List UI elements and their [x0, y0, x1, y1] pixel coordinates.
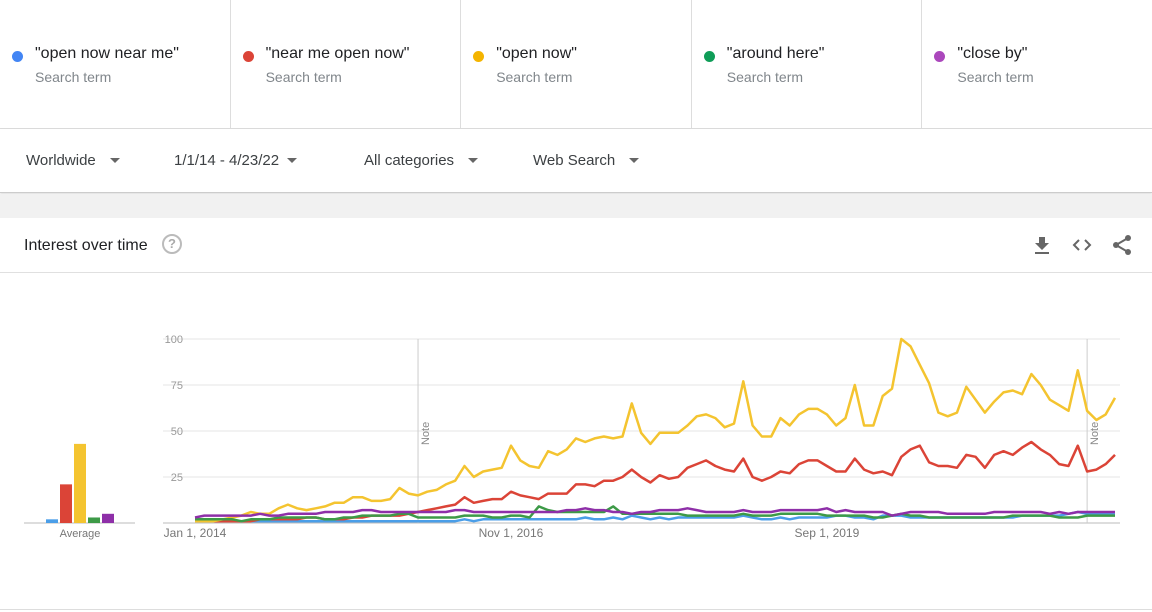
x-tick-label: Nov 1, 2016 — [479, 526, 544, 540]
average-label: Average — [60, 528, 101, 540]
caret-down-icon — [629, 158, 640, 163]
series-color-dot — [934, 51, 946, 62]
y-tick-label: 50 — [171, 426, 183, 438]
term-card-near-me-open-now[interactable]: "near me open now" Search term — [229, 0, 462, 128]
y-tick-label: 100 — [165, 334, 183, 346]
note-label: Note — [420, 422, 432, 445]
search-property-dropdown[interactable]: Web Search — [533, 152, 640, 169]
note-label: Note — [1089, 422, 1101, 445]
filter-bar: Worldwide 1/1/14 - 4/23/22 All categorie… — [0, 129, 1152, 193]
term-name: "open now" — [496, 45, 577, 62]
y-tick-label: 75 — [171, 380, 183, 392]
average-bar — [60, 484, 72, 523]
term-name: "near me open now" — [265, 45, 410, 62]
y-tick-label: 25 — [171, 472, 183, 484]
category-dropdown[interactable]: All categories — [364, 152, 479, 169]
interest-over-time-chart[interactable]: 100 75 50 25 Note Note Jan 1, 2014 Nov 1, 2016 S… — [0, 273, 1152, 609]
term-type: Search term — [957, 69, 1034, 85]
term-type: Search term — [265, 69, 342, 85]
category-label: All categories — [364, 152, 455, 169]
series-line-2 — [195, 337, 1117, 523]
term-card-close-by[interactable]: "close by" Search term — [921, 0, 1152, 128]
divider — [0, 609, 1152, 610]
term-card-open-now-near-me[interactable]: "open now near me" Search term — [0, 0, 231, 128]
date-range-dropdown[interactable]: 1/1/14 - 4/23/22 — [174, 152, 298, 169]
term-type: Search term — [35, 69, 112, 85]
average-bar — [46, 519, 58, 523]
series-color-dot — [242, 51, 254, 62]
caret-down-icon — [468, 158, 479, 163]
series-line-3 — [195, 505, 1115, 523]
term-name: "close by" — [957, 45, 1028, 62]
term-type: Search term — [496, 69, 573, 85]
region-label: Worldwide — [26, 152, 96, 169]
date-range-label: 1/1/14 - 4/23/22 — [174, 152, 280, 169]
help-icon[interactable]: ? — [162, 234, 182, 254]
average-bar — [88, 517, 100, 523]
term-name: "around here" — [726, 45, 825, 62]
average-bar — [74, 443, 86, 523]
caret-down-icon — [109, 158, 120, 163]
embed-icon[interactable] — [1071, 234, 1093, 256]
section-gap — [0, 194, 1152, 218]
caret-down-icon — [287, 158, 298, 163]
card-title: Interest over time — [24, 237, 148, 254]
search-terms-bar: "open now near me" Search term "near me o… — [0, 0, 1152, 129]
average-bar — [102, 513, 114, 523]
search-property-label: Web Search — [533, 152, 616, 169]
x-tick-label: Jan 1, 2014 — [164, 526, 227, 540]
interest-over-time-header: Interest over time ? — [0, 218, 1152, 273]
download-icon[interactable] — [1031, 234, 1053, 256]
term-name: "open now near me" — [35, 45, 179, 62]
series-color-dot — [703, 51, 715, 62]
series-color-dot — [12, 51, 23, 62]
term-card-open-now[interactable]: "open now" Search term — [460, 0, 692, 128]
share-icon[interactable] — [1111, 234, 1133, 256]
series-line-4 — [194, 507, 1115, 519]
term-card-around-here[interactable]: "around here" Search term — [690, 0, 923, 128]
series-color-dot — [473, 51, 485, 62]
x-tick-label: Sep 1, 2019 — [795, 526, 860, 540]
region-dropdown[interactable]: Worldwide — [26, 152, 120, 169]
series-line-1 — [195, 440, 1116, 523]
term-type: Search term — [726, 69, 804, 85]
